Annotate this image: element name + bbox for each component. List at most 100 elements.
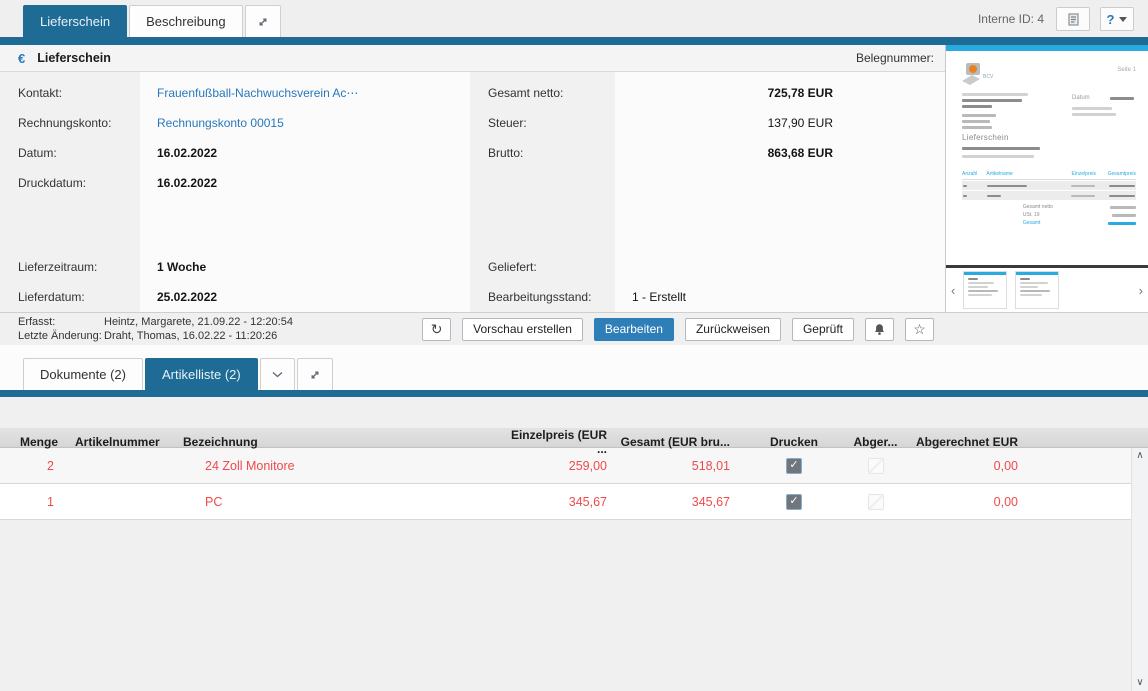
tab-label: Artikelliste (2) — [161, 367, 241, 382]
page-thumbnail-1[interactable] — [963, 271, 1008, 309]
tab-label: Beschreibung — [146, 14, 226, 29]
cell-abgerechnet-eur: 0,00 — [993, 494, 1018, 509]
detail-pane: € Lieferschein Belegnummer: Kontakt: Fra… — [0, 45, 945, 312]
col-bezeichnung[interactable]: Bezeichnung — [183, 435, 258, 449]
preview-body-lines — [962, 147, 1042, 161]
geliefert-label: Geliefert: — [488, 260, 537, 274]
lieferzeitraum-label: Lieferzeitraum: — [18, 260, 98, 274]
document-preview-panel: BCV Seite 1 Datum Lieferschein — [945, 45, 1148, 312]
help-button[interactable]: ? — [1100, 7, 1134, 31]
col-gesamt[interactable]: Gesamt (EUR bru... — [620, 435, 730, 449]
col-abgerechnet-eur[interactable]: Abgerechnet EUR — [915, 435, 1018, 449]
lieferdatum-value: 25.02.2022 — [157, 290, 218, 304]
preview-table-row — [962, 191, 1136, 200]
scroll-down-icon[interactable]: ∨ — [1136, 677, 1144, 688]
form-row: Druckdatum: 16.02.2022 — [0, 168, 945, 198]
star-icon: ☆ — [913, 321, 926, 337]
col-drucken[interactable]: Drucken — [769, 435, 819, 449]
abgerechnet-checkbox[interactable]: ✓ — [867, 457, 884, 474]
preview-meta-block: Datum — [1072, 95, 1134, 119]
tab-artikelliste[interactable]: Artikelliste (2) — [144, 358, 258, 390]
cell-einzelpreis: 345,67 — [568, 494, 607, 509]
accent-bar-top — [0, 37, 1148, 45]
cell-menge: 2 — [47, 458, 54, 473]
form-row: Kontakt: Frauenfußball-Nachwuchsverein A… — [0, 78, 945, 108]
preview-page-label: Seite 1 — [1117, 67, 1136, 73]
tab-beschreibung[interactable]: Beschreibung — [129, 5, 243, 37]
preview-divider — [946, 265, 1148, 268]
datum-label: Datum: — [18, 146, 57, 160]
erfasst-value: Heintz, Margarete, 21.09.22 - 12:20:54 — [104, 316, 293, 328]
refresh-button[interactable]: ↻ — [422, 317, 452, 341]
window-controls: Interne ID: 4 ? — [978, 7, 1134, 31]
tab-label: Dokumente (2) — [40, 367, 126, 382]
brutto-label: Brutto: — [488, 146, 524, 160]
bearbeiten-button[interactable]: Bearbeiten — [593, 317, 674, 341]
col-menge[interactable]: Menge — [20, 435, 59, 449]
audit-action-bar: Erfasst: Heintz, Margarete, 21.09.22 - 12… — [0, 312, 1148, 345]
thumbnails-prev-button[interactable]: ‹ — [951, 282, 956, 298]
form-row: Rechnungskonto: Rechnungskonto 00015 Ste… — [0, 108, 945, 138]
interne-id-label: Interne ID: 4 — [977, 12, 1044, 26]
abgerechnet-checkbox[interactable]: ✓ — [867, 493, 884, 510]
document-icon — [1067, 12, 1079, 26]
company-logo: BCV — [962, 63, 994, 85]
record-detail-section: € Lieferschein Belegnummer: Kontakt: Fra… — [0, 45, 1148, 312]
more-tabs-button[interactable] — [259, 358, 295, 390]
table-row[interactable]: 2 24 Zoll Monitore 259,00 518,01 ✓ ✓ 0,0… — [0, 448, 1148, 484]
tab-dokumente[interactable]: Dokumente (2) — [23, 358, 143, 390]
col-artikelnummer[interactable]: Artikelnummer — [75, 435, 160, 449]
form-row: Datum: 16.02.2022 Brutto: 863,68 EUR — [0, 138, 945, 168]
record-header: € Lieferschein Belegnummer: — [0, 45, 945, 72]
bearbeitungsstand-value: 1 - Erstellt — [632, 290, 687, 304]
vorschau-erstellen-button[interactable]: Vorschau erstellen — [462, 317, 583, 341]
letzte-aenderung-value: Draht, Thomas, 16.02.22 - 11:20:26 — [104, 330, 278, 342]
notes-button[interactable] — [1056, 7, 1090, 31]
col-abger[interactable]: Abger... — [853, 435, 898, 449]
gesamt-netto-value: 725,78 EUR — [767, 86, 833, 100]
expand-tab-button[interactable] — [244, 5, 281, 37]
thumbnails-next-button[interactable]: › — [1138, 282, 1143, 298]
caret-down-icon — [1119, 16, 1128, 22]
preview-thumbnail-strip: ‹ › — [946, 268, 1148, 312]
expand-table-button[interactable] — [296, 358, 333, 390]
cell-gesamt: 518,01 — [691, 458, 730, 473]
preview-title: Lieferschein — [962, 133, 1009, 142]
rechnungskonto-link[interactable]: Rechnungskonto 00015 — [157, 116, 284, 130]
bearbeitungsstand-label: Bearbeitungsstand: — [488, 290, 592, 304]
form-row: Lieferzeitraum: 1 Woche Geliefert: — [0, 252, 945, 282]
drucken-checkbox[interactable]: ✓ — [786, 493, 802, 510]
geprueft-button[interactable]: Geprüft — [791, 317, 854, 341]
zurueckweisen-button[interactable]: Zurückweisen — [684, 317, 781, 341]
preview-accent-bar — [946, 45, 1148, 51]
drucken-checkbox[interactable]: ✓ — [786, 457, 802, 474]
vertical-scrollbar[interactable]: ∧ ∨ — [1131, 448, 1148, 691]
gesamt-netto-label: Gesamt netto: — [488, 86, 564, 100]
preview-mini-table: Anzahl Artikelname Einzelpreis Gesamtpreis … — [962, 169, 1136, 228]
lieferzeitraum-value: 1 Woche — [157, 260, 207, 274]
euro-icon: € — [18, 50, 26, 66]
cell-bezeichnung: PC — [205, 494, 223, 509]
letzte-aenderung-label: Letzte Änderung: — [18, 330, 102, 342]
table-row[interactable]: 1 PC 345,67 345,67 ✓ ✓ 0,00 — [0, 484, 1148, 520]
preview-page[interactable]: BCV Seite 1 Datum Lieferschein — [946, 51, 1148, 265]
notification-button[interactable] — [865, 317, 894, 341]
favorite-button[interactable]: ☆ — [905, 317, 934, 341]
help-label: ? — [1106, 11, 1115, 27]
expand-icon — [259, 18, 267, 25]
rechnungskonto-label: Rechnungskonto: — [18, 116, 112, 130]
top-tab-strip: Lieferschein Beschreibung Interne ID: 4 … — [0, 0, 1148, 37]
preview-totals: Gesamt netto USt. 19 Gesamt — [1023, 204, 1136, 226]
table-header-row: Menge Artikelnummer Bezeichnung Einzelpr… — [0, 428, 1148, 456]
scroll-up-icon[interactable]: ∧ — [1136, 450, 1144, 461]
tab-lieferschein[interactable]: Lieferschein — [23, 5, 128, 37]
kontakt-link[interactable]: Frauenfußball-Nachwuchsverein Ac⋯ — [157, 86, 359, 100]
druckdatum-label: Druckdatum: — [18, 176, 87, 190]
page-thumbnail-2[interactable] — [1015, 271, 1060, 309]
cell-abgerechnet-eur: 0,00 — [993, 458, 1018, 473]
expand-icon — [311, 371, 319, 378]
steuer-value: 137,90 EUR — [767, 116, 833, 130]
col-einzelpreis[interactable]: Einzelpreis (EUR ... — [510, 428, 607, 456]
preview-address-block — [962, 93, 1032, 132]
